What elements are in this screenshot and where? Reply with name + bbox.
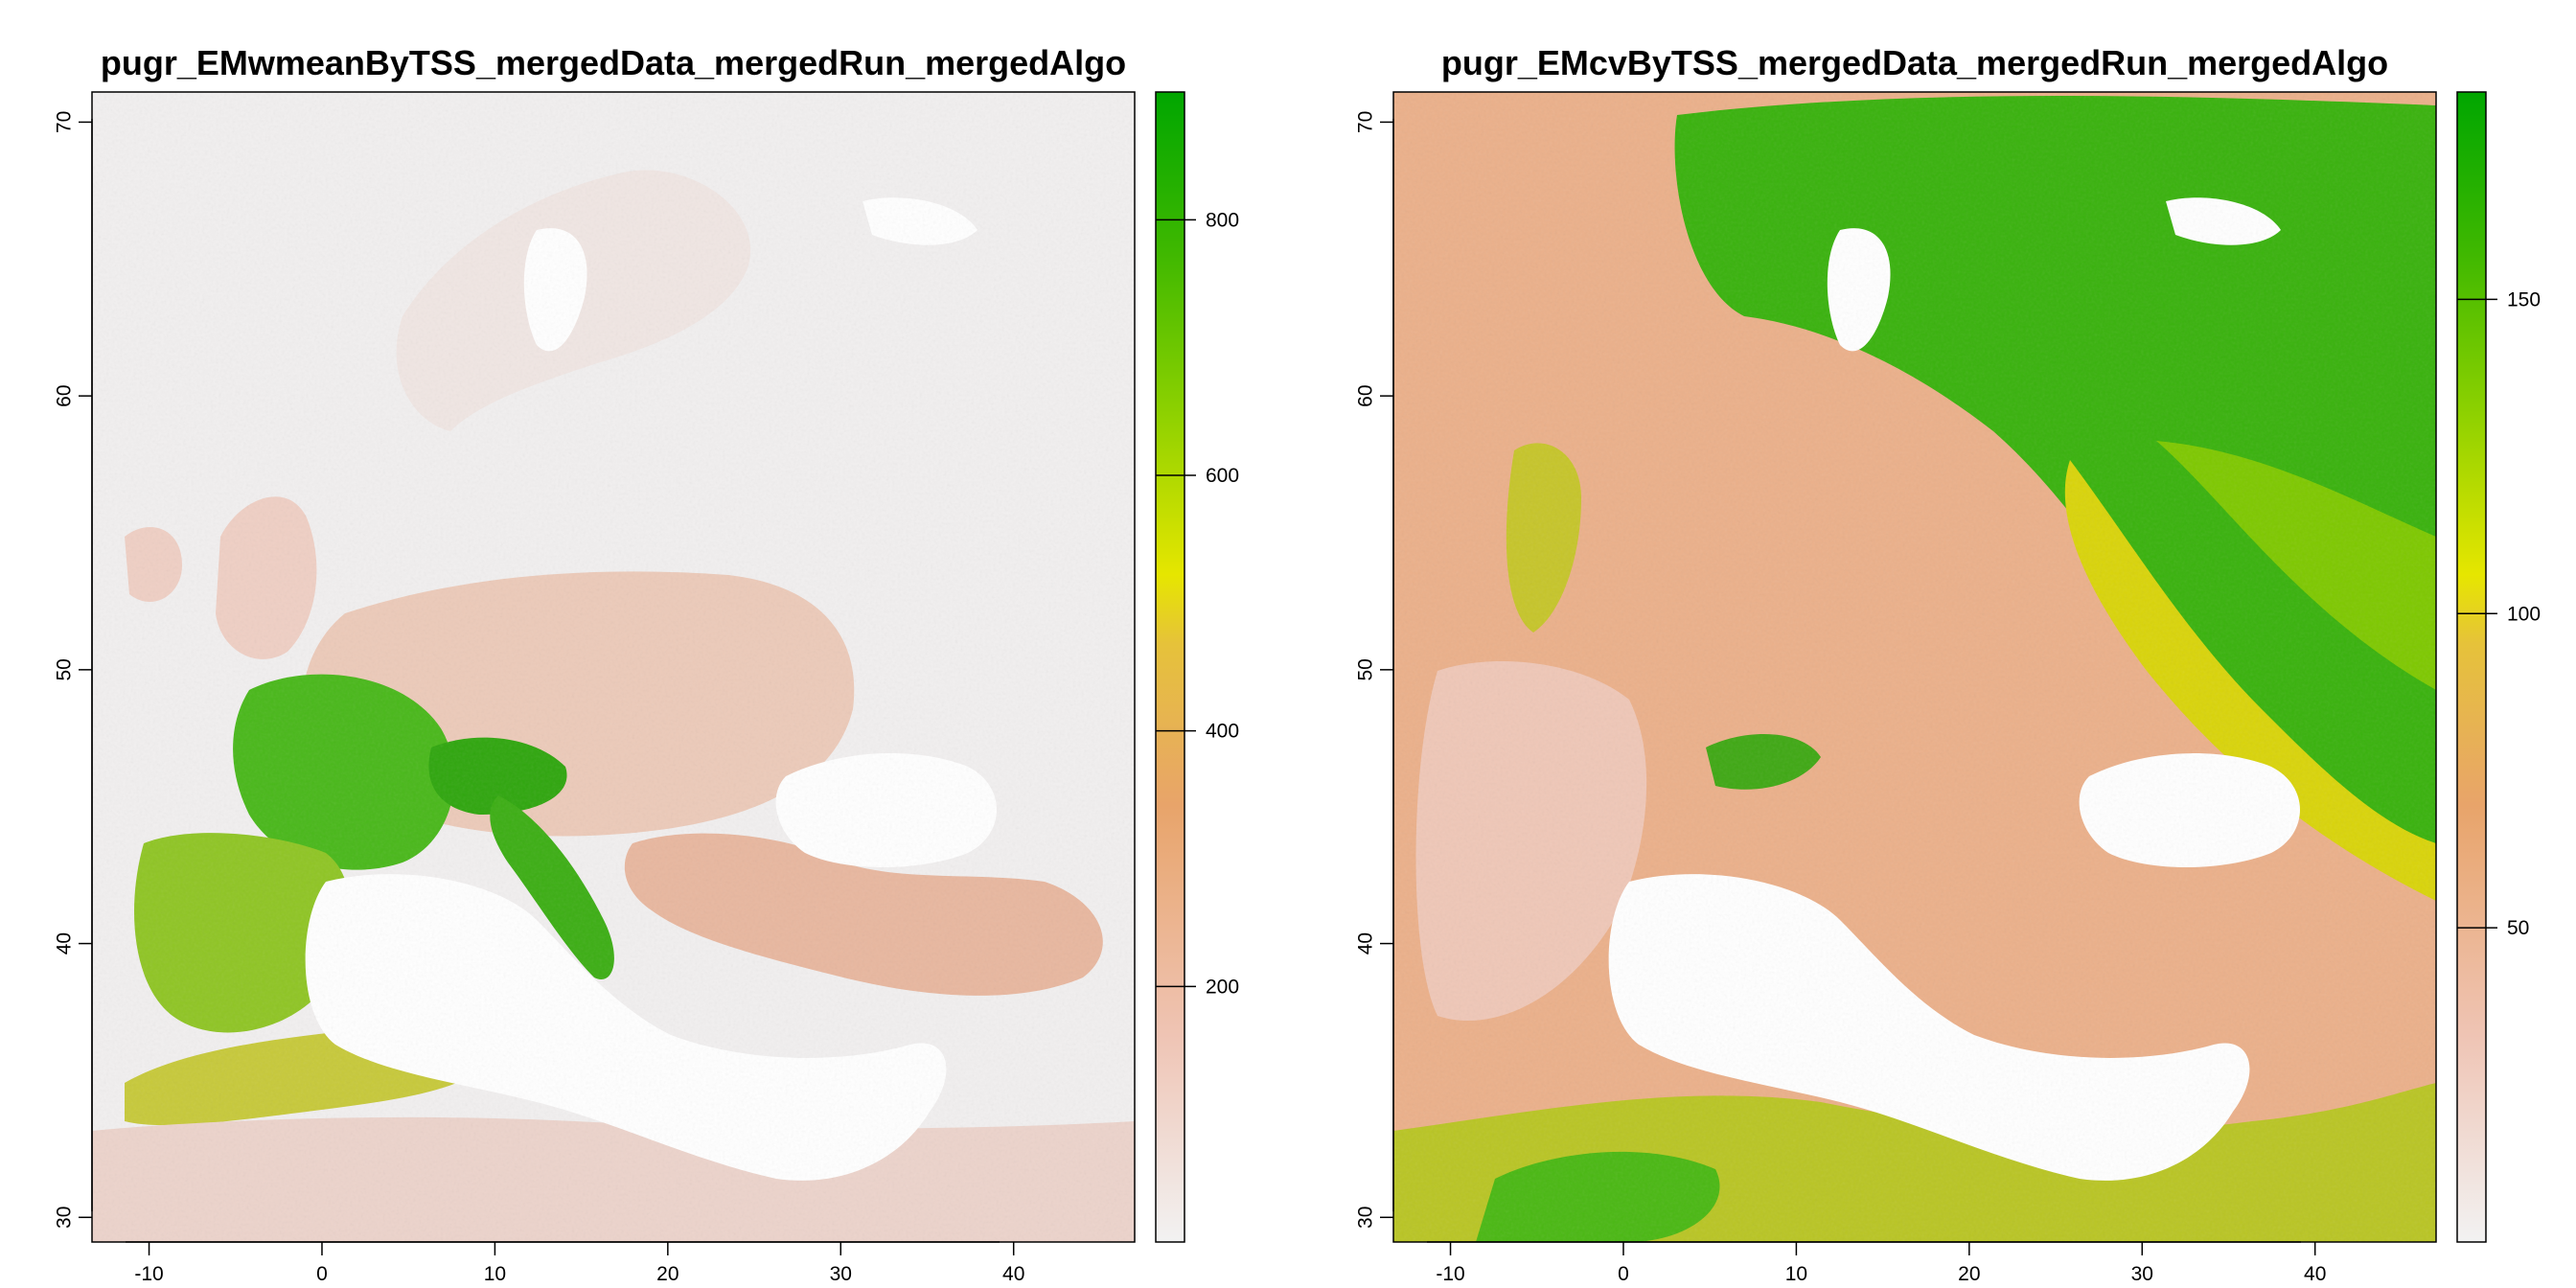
y-axis: 30 40 50 60 70	[1355, 111, 1394, 1229]
y-tick-label: 60	[54, 384, 76, 406]
x-tick-label: 10	[484, 1263, 506, 1285]
map-title: pugr_EMcvByTSS_mergedData_mergedRun_merg…	[1441, 43, 2388, 82]
x-tick-label: 0	[316, 1263, 328, 1285]
x-tick-label: 40	[2304, 1263, 2326, 1285]
y-tick-label: 70	[54, 111, 76, 133]
legend-tick-label: 50	[2507, 917, 2529, 939]
y-axis: 30 40 50 60 70	[54, 111, 93, 1229]
x-tick-label: 30	[2131, 1263, 2153, 1285]
color-legend: 200 400 600 800	[1155, 91, 1239, 1243]
y-tick-label: 30	[54, 1207, 76, 1229]
y-tick-label: 40	[54, 932, 76, 954]
x-axis: -10 0 10 20 30 40	[1427, 1241, 2326, 1285]
legend-tick-label: 100	[2507, 603, 2541, 625]
map-raster	[1393, 92, 2436, 1242]
map-panel-wmean: pugr_EMwmeanByTSS_mergedData_mergedRun_m…	[54, 43, 1240, 1285]
x-axis: -10 0 10 20 30 40	[126, 1241, 1024, 1285]
y-tick-label: 30	[1355, 1207, 1377, 1229]
map-panel-cv: pugr_EMcvByTSS_mergedData_mergedRun_merg…	[1355, 43, 2542, 1285]
x-tick-label: 0	[1618, 1263, 1629, 1285]
y-tick-label: 50	[54, 658, 76, 680]
legend-tick-label: 800	[1206, 209, 1239, 231]
x-tick-label: -10	[134, 1263, 163, 1285]
color-legend: 50 100 150	[2456, 91, 2541, 1243]
map-title: pugr_EMwmeanByTSS_mergedData_mergedRun_m…	[101, 43, 1126, 82]
x-tick-label: 10	[1785, 1263, 1807, 1285]
x-tick-label: -10	[1436, 1263, 1464, 1285]
legend-tick-label: 200	[1206, 976, 1239, 998]
x-tick-label: 20	[1958, 1263, 1980, 1285]
y-tick-label: 60	[1355, 384, 1377, 406]
map-raster	[92, 92, 1135, 1242]
x-tick-label: 40	[1002, 1263, 1024, 1285]
x-tick-label: 30	[830, 1263, 852, 1285]
legend-tick-label: 150	[2507, 288, 2541, 310]
x-tick-label: 20	[656, 1263, 678, 1285]
y-tick-label: 40	[1355, 932, 1377, 954]
legend-tick-label: 400	[1206, 721, 1239, 743]
y-tick-label: 50	[1355, 658, 1377, 680]
legend-tick-label: 600	[1206, 465, 1239, 487]
y-tick-label: 70	[1355, 111, 1377, 133]
